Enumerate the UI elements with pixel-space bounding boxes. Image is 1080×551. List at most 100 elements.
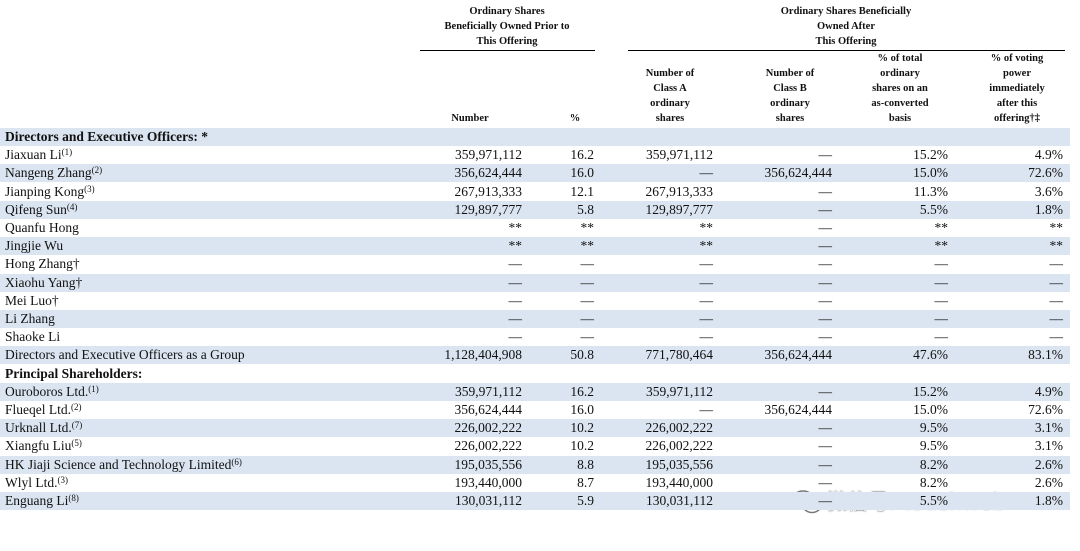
table-cell: 193,440,000 [645,474,714,490]
table-cell: 226,002,222 [645,420,714,436]
table-cell: — [508,329,523,345]
group-header-line: Owned After [816,21,876,32]
table-cell: — [934,292,949,308]
group-header-line: This Offering [476,36,538,47]
column-header-line: as-converted [871,98,929,109]
column-header-line: immediately [989,83,1045,94]
table-cell: — [580,329,595,345]
table-cell: — [1049,292,1064,308]
table-cell: 50.8 [570,347,594,363]
table-cell: ** [699,220,714,235]
row-name-text: Mei Luo† [5,292,59,308]
table-cell: 16.0 [570,165,594,181]
footnote-ref: (7) [71,420,83,431]
table-cell: 15.2% [913,383,948,399]
table-cell: — [699,329,714,345]
footnote-ref: (5) [71,438,82,449]
table-cell: — [699,165,714,181]
column-header-line: shares [655,113,685,124]
table-row: Wlyl Ltd.(3) 193,440,000 8.7 193,440,000 — 8.… [0,474,1070,492]
section-label: Principal Shareholders: [5,365,143,381]
table-cell: — [934,256,949,272]
row-name-text: Li Zhang [5,311,55,326]
row-name-text: Wlyl Ltd. [5,474,58,490]
table-cell: — [580,256,595,272]
table-cell: — [934,274,949,290]
table-cell: 47.6% [913,347,948,363]
table-cell: — [818,456,833,472]
table-cell: 3.1% [1034,438,1063,454]
row-name-text: HK Jiaji Science and Technology Limited [5,456,232,472]
table-cell: — [818,292,833,308]
row-name-text: Xiaohu Yang† [5,274,83,290]
table-cell: — [818,201,833,217]
column-header-line: shares on an [872,83,928,94]
table-cell: — [934,329,949,345]
row-name: Jiaxuan Li(1) [5,147,72,163]
footnote-ref: (3) [57,474,69,485]
table-cell: 771,780,464 [645,347,714,363]
row-name-text: Flueqel Ltd. [5,402,71,417]
table-row: Mei Luo† — — — — — — [0,292,1070,310]
row-name-text: Shaoke Li [5,329,61,345]
column-header-line: Class A [653,83,687,94]
column-header-line: after this [996,98,1038,109]
table-cell: 9.5% [919,420,948,436]
table-cell: — [818,183,833,199]
row-name: Jingjie Wu [5,238,63,254]
table-cell: — [699,256,714,272]
table-cell: 83.1% [1028,347,1063,363]
footnote-ref: (6) [231,456,242,467]
table-cell: — [818,147,833,163]
table-cell: — [580,311,595,326]
footnote-ref: (2) [91,165,103,176]
table-row: Flueqel Ltd.(2) 356,624,444 16.0 — 356,624,4… [0,401,1070,419]
row-name: Ouroboros Ltd.(1) [5,384,99,400]
table-row: Directors and Executive Officers as a Gr… [0,346,1070,365]
table-cell: 16.2 [570,383,594,399]
table-cell: — [934,311,949,326]
table-cell: — [699,292,714,308]
table-cell: 4.9% [1034,147,1063,163]
column-header-line: % [569,113,581,124]
column-header-line: offering†‡ [993,113,1041,124]
table-cell: — [1049,329,1064,345]
table-cell: — [508,274,523,290]
table-cell: ** [699,238,714,254]
table-cell: ** [1049,238,1064,254]
footnote-ref: (1) [61,147,73,158]
table-cell: 72.6% [1028,165,1063,181]
row-name-text: Nangeng Zhang [5,165,92,181]
table-cell: — [818,238,833,254]
row-name: Qifeng Sun(4) [5,202,77,218]
row-name-text: Ouroboros Ltd. [5,383,89,399]
table-cell: — [818,383,833,399]
table-cell: 226,002,222 [645,438,714,454]
table-cell: 1.8% [1034,201,1063,217]
table-cell: ** [934,238,949,254]
table-cell: 226,002,222 [454,438,523,454]
column-header-line: basis [888,113,912,124]
table-cell: 195,035,556 [645,456,714,472]
table-cell: 5.9 [577,493,594,508]
table-row: Principal Shareholders: [0,365,1070,383]
row-name: Flueqel Ltd.(2) [5,402,82,418]
column-header-line: Class B [773,83,807,94]
table-cell: ** [508,220,523,235]
row-name: Jianping Kong(3) [5,184,95,200]
row-name: Directors and Executive Officers as a Gr… [5,347,245,363]
table-cell: — [508,256,523,272]
table-cell: 195,035,556 [454,456,523,472]
footnote-ref: (2) [71,402,82,412]
table-cell: ** [934,220,949,235]
column-header-line: ordinary [770,98,810,109]
table-cell: 5.8 [577,201,594,217]
table-cell: 16.2 [570,147,594,163]
column-header-line: Number of [645,68,695,79]
footnote-ref: (1) [88,383,99,394]
table-cell: 8.8 [577,456,594,472]
column-header-line: power [1003,68,1031,79]
table-cell: — [818,329,833,345]
table-cell: 5.5% [919,493,948,508]
table-cell: — [818,420,833,436]
